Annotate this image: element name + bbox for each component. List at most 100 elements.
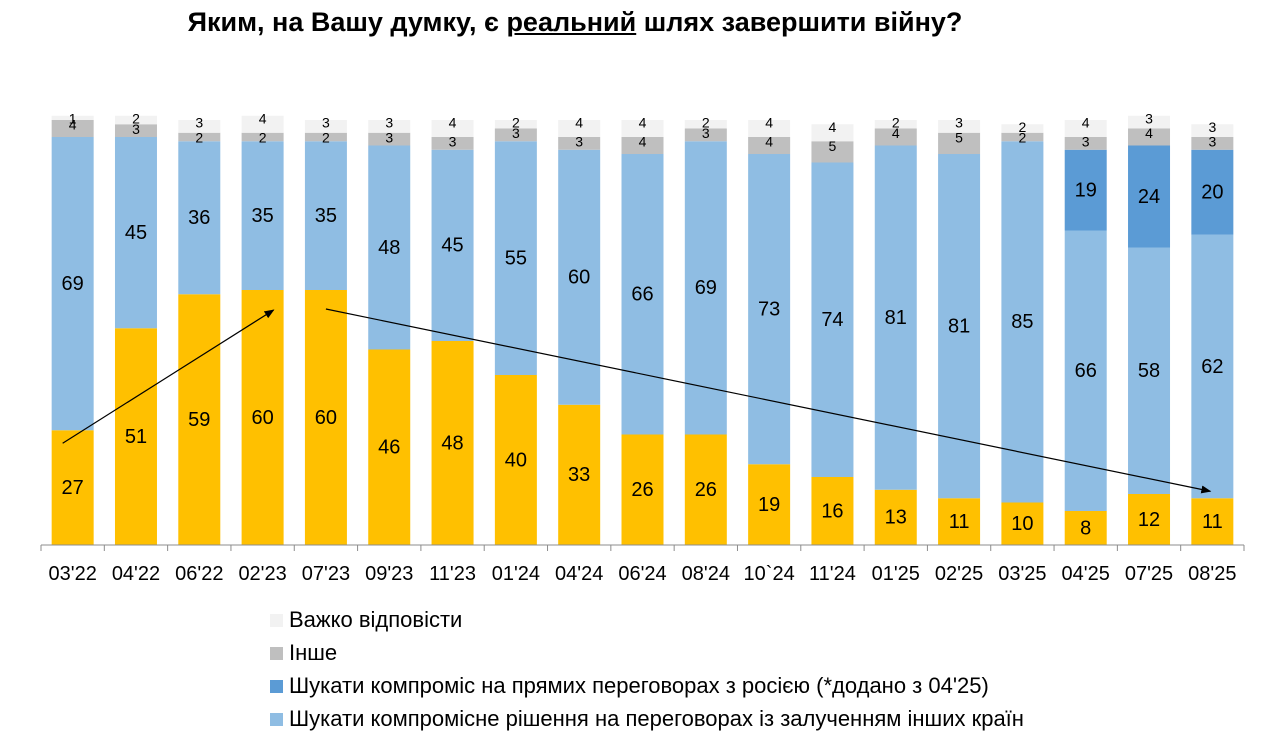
data-label-yellow: 46 [378,437,400,459]
bar-segment-light_blue [1001,141,1044,503]
bar-segment-gray [621,137,664,154]
data-label-yellow: 8 [1080,517,1091,539]
data-label-light_blue: 81 [948,315,970,337]
bar-segment-gray [1128,128,1171,146]
data-label-gray: 2 [322,129,330,145]
data-label-yellow: 48 [441,432,463,454]
data-label-gray: 3 [449,134,457,150]
bar-segment-light_blue [938,154,981,499]
data-label-light_blue: 73 [758,298,780,320]
data-label-light_blue: 62 [1201,356,1223,378]
bar-segment-gray [304,132,347,142]
data-label-light_gray: 4 [259,110,267,126]
x-tick-label: 02'25 [935,563,983,585]
chart-title: Яким, на Вашу думку, є реальний шлях зав… [0,4,1150,40]
bar-segment-light_blue [241,141,284,290]
data-label-light_blue: 45 [125,222,147,244]
bar-segment-yellow [874,489,917,545]
data-label-gray: 3 [1208,134,1216,150]
bar-segment-light_gray [684,120,727,129]
bar-segment-dark_blue [1191,149,1234,235]
data-label-dark_blue: 24 [1138,186,1160,208]
bar-segment-yellow [558,404,601,545]
data-label-light_gray: 4 [765,115,773,131]
bar-segment-yellow [431,341,474,545]
data-label-yellow: 19 [758,494,780,516]
data-label-light_gray: 4 [449,115,457,131]
bar-segment-light_blue [874,145,917,490]
bar-segment-yellow [621,434,664,545]
data-label-light_gray: 4 [639,115,647,131]
bar-segment-yellow [938,498,981,545]
x-tick-label: 09'23 [365,563,413,585]
bar-segment-yellow [748,464,791,545]
data-label-dark_blue: 19 [1075,179,1097,201]
bar-segment-light_gray [494,120,537,129]
bar-segment-light_blue [178,141,221,295]
data-label-light_gray: 4 [829,119,837,135]
bar-segment-light_blue [304,141,347,290]
bar-segment-light_gray [178,120,221,133]
bar-segment-dark_blue [1064,149,1107,231]
x-tick-label: 07'23 [302,563,350,585]
data-label-yellow: 60 [251,407,273,429]
data-label-yellow: 16 [821,500,843,522]
bar-segment-light_gray [304,120,347,133]
bar-segment-gray [938,132,981,154]
data-label-gray: 4 [892,125,900,141]
bar-segment-light_gray [368,120,411,133]
bar-segment-light_blue [684,141,727,435]
data-label-yellow: 26 [695,479,717,501]
bar-segment-light_blue [811,162,854,477]
bar-segment-light_gray [874,120,917,129]
bar-segment-light_gray [114,115,157,125]
bar-segment-light_gray [748,120,791,137]
bar-segment-light_gray [1128,115,1171,129]
bar-segment-light_gray [51,115,94,120]
data-label-light_blue: 48 [378,237,400,259]
data-label-light_blue: 69 [695,277,717,299]
bar-segment-yellow [811,477,854,545]
data-label-yellow: 13 [885,507,907,529]
data-label-light_blue: 58 [1138,360,1160,382]
data-label-gray: 3 [512,125,520,141]
bar-segment-gray [684,128,727,142]
bar-segment-yellow [1001,502,1044,545]
bar-segment-yellow [1064,511,1107,545]
bar-segment-gray [114,124,157,137]
data-label-gray: 3 [1082,134,1090,150]
x-tick-label: 08'25 [1188,563,1236,585]
data-label-gray: 3 [385,129,393,145]
x-tick-label: 03'25 [998,563,1046,585]
bar-segment-light_blue [558,149,601,405]
title-part-2: шлях завершити війну? [636,7,963,37]
bar-segment-yellow [51,430,94,545]
data-label-yellow: 51 [125,426,147,448]
data-label-light_blue: 36 [188,207,210,229]
data-label-light_gray: 3 [1208,119,1216,135]
x-tick-label: 04'24 [555,563,603,585]
data-label-light_blue: 74 [821,309,843,331]
data-label-gray: 5 [955,129,963,145]
data-label-light_blue: 45 [441,235,463,257]
data-label-gray: 5 [829,138,837,154]
data-label-yellow: 12 [1138,509,1160,531]
data-label-gray: 4 [639,134,647,150]
trend-arrow [62,309,275,444]
bar-segment-yellow [1128,494,1171,545]
data-label-light_gray: 4 [1082,115,1090,131]
legend-swatch [270,713,283,726]
bar-segment-yellow [368,349,411,545]
bar-segment-light_blue [1191,234,1234,499]
data-label-yellow: 10 [1011,513,1033,535]
bar-segment-light_gray [1001,124,1044,133]
data-label-light_gray: 1 [69,110,77,126]
bar-segment-gray [748,137,791,154]
bar-segment-light_blue [748,154,791,465]
legend-swatch [270,680,283,693]
bar-segment-light_gray [241,115,284,133]
x-tick-label: 08'24 [682,563,730,585]
bar-segment-light_blue [494,141,537,375]
data-label-light_gray: 3 [385,115,393,131]
data-label-light_gray: 2 [1018,119,1026,135]
